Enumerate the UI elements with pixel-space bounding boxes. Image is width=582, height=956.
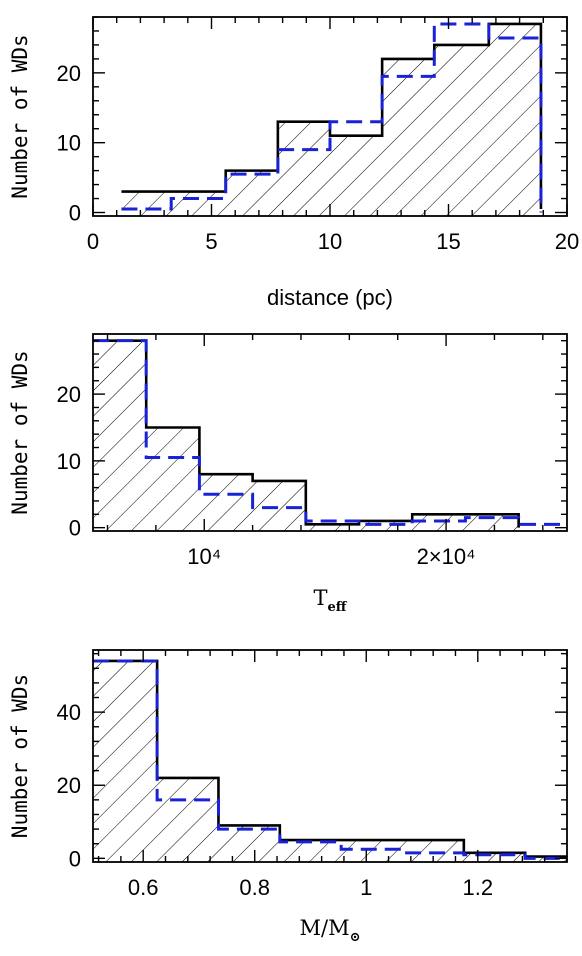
plot-area [93, 659, 567, 862]
x-axis-label-main: T [314, 586, 328, 610]
panel-2: 10⁴ 2×10⁴ 0 10 20 Number of WDs Teff [8, 333, 568, 615]
x-tick-label: 5 [205, 229, 217, 254]
hatched-fill [121, 23, 541, 216]
y-tick-label: 40 [57, 700, 81, 725]
x-tick-label: 20 [555, 229, 579, 254]
y-tick-label: 20 [57, 382, 81, 407]
x-tick-label: 0.8 [239, 875, 270, 900]
y-axis-label: Number of WDs [8, 34, 32, 198]
plot-area [93, 339, 567, 531]
x-axis-label: M/M⊙ [300, 916, 361, 945]
x-tick-label: 2×10⁴ [417, 544, 476, 569]
model-dashed-step-line [93, 659, 567, 860]
plot-area [121, 22, 543, 216]
x-axis-label: Teff [314, 586, 348, 615]
x-axis-label-subscript: eff [328, 600, 348, 615]
model-dashed-step-line [93, 339, 567, 526]
y-axis-label: Number of WDs [8, 350, 32, 514]
x-tick-label: 10⁴ [187, 544, 221, 569]
y-tick-label: 20 [57, 61, 81, 86]
y-tick-label: 10 [57, 131, 81, 156]
y-tick-label: 0 [69, 516, 81, 541]
panel-3: 0.6 0.8 1 1.2 0 20 40 Number of WDs M/M⊙ [8, 649, 568, 945]
x-tick-label: 0.6 [128, 875, 159, 900]
x-tick-label: 1.2 [462, 875, 493, 900]
x-tick-label: 1 [360, 875, 372, 900]
y-axis-label: Number of WDs [8, 674, 32, 838]
x-tick-label: 10 [318, 229, 342, 254]
x-axis-label-main: M/M [300, 916, 350, 940]
y-tick-label: 0 [69, 201, 81, 226]
y-tick-label: 0 [69, 846, 81, 871]
y-tick-label: 20 [57, 773, 81, 798]
x-tick-label: 0 [87, 229, 99, 254]
x-axis-label: distance (pc) [267, 285, 393, 310]
hatched-fill [93, 660, 567, 862]
x-axis-label-subscript: ⊙ [350, 930, 361, 945]
plot-frame [92, 333, 568, 532]
observed-step-line [93, 339, 520, 528]
y-tick-label: 10 [57, 449, 81, 474]
x-tick-label: 15 [436, 229, 460, 254]
observed-step-line [93, 659, 567, 858]
panel-1: 0 5 10 15 20 0 10 20 Number of WDs distance (pc) [8, 16, 579, 310]
model-dashed-step-line [121, 22, 543, 213]
